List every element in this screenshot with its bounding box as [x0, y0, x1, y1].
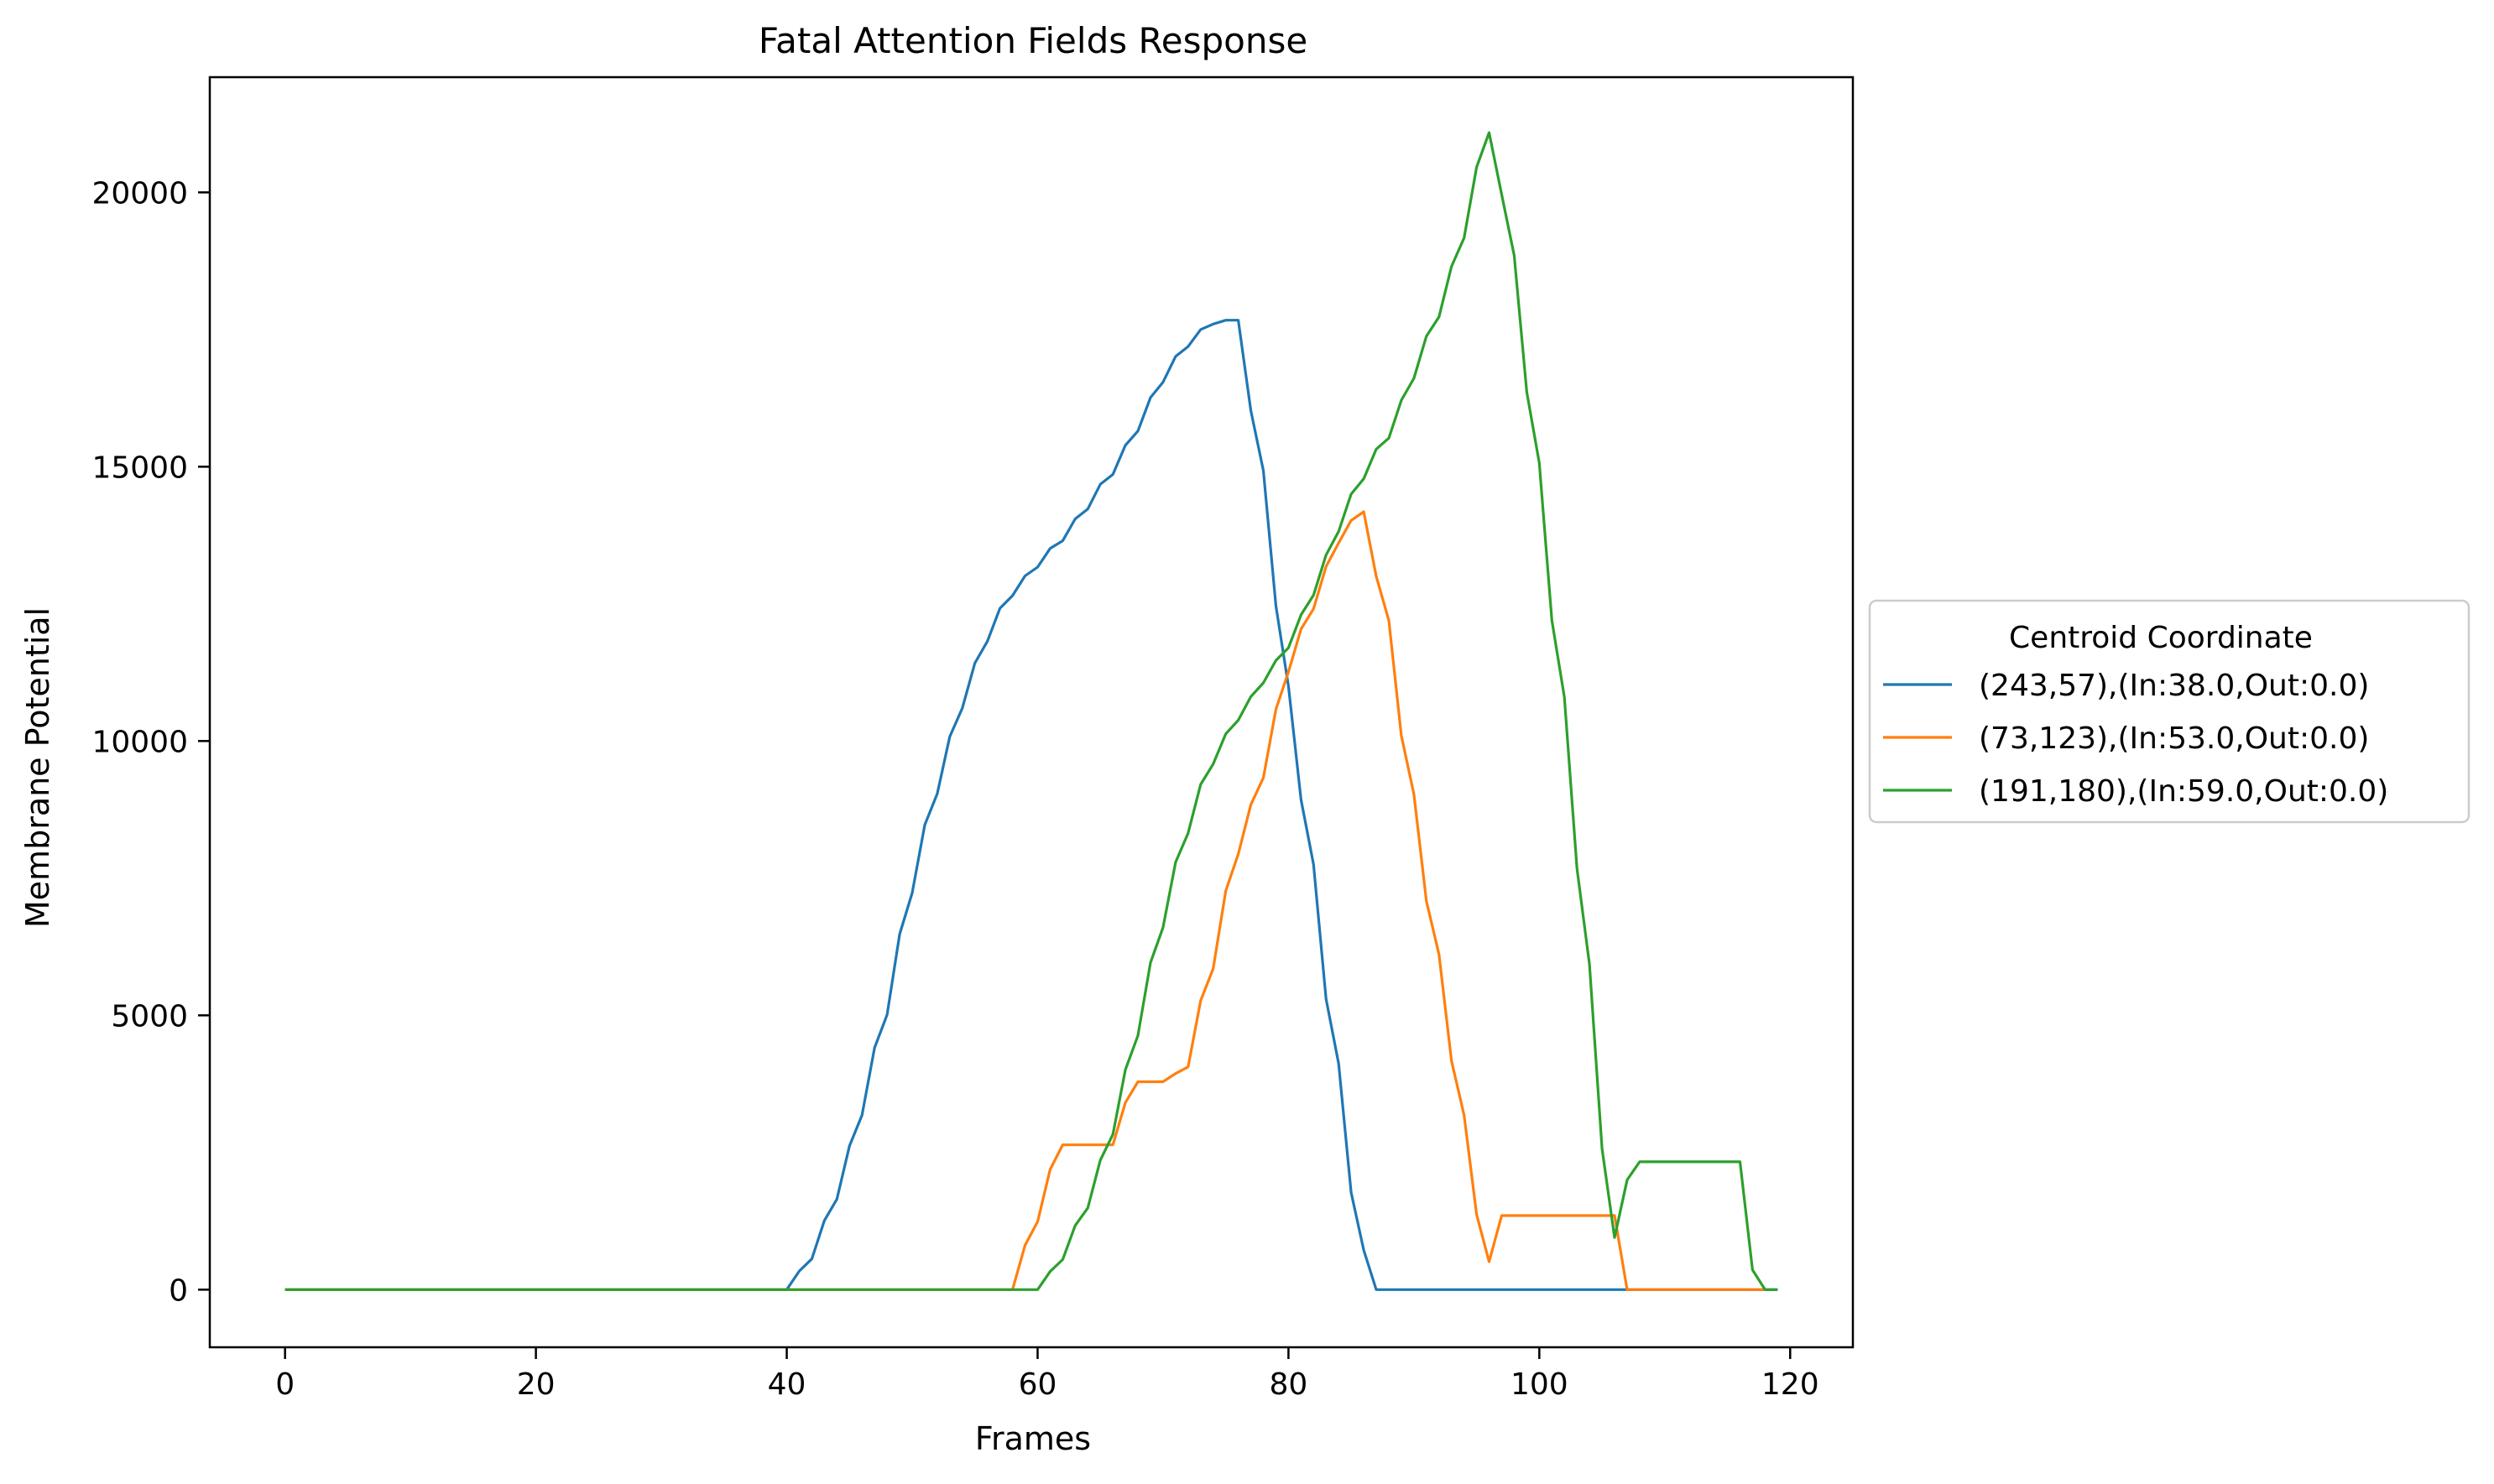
legend-label-3: (191,180),(In:59.0,Out:0.0)	[1979, 774, 2388, 809]
chart-title: Fatal Attention Fields Response	[759, 20, 1307, 61]
y-axis-label: Membrane Potential	[19, 607, 56, 928]
y-tick-label: 0	[169, 1273, 188, 1308]
legend-box	[1868, 599, 2471, 824]
x-tick-label: 40	[768, 1367, 806, 1402]
x-tick-label: 120	[1761, 1367, 1819, 1402]
legend: Centroid Coordinate (243,57),(In:38.0,Out…	[1868, 599, 2471, 824]
x-axis-label: Frames	[975, 1420, 1091, 1457]
x-tick-label: 20	[517, 1367, 556, 1402]
y-tick-label: 20000	[91, 176, 188, 211]
y-tick-label: 10000	[91, 725, 188, 759]
x-tick-label: 80	[1269, 1367, 1307, 1402]
plot-area: 0 20 40 60 80 100 120 0 5000 10000 15000 20000	[91, 76, 1855, 1402]
series-line-3	[284, 131, 1778, 1291]
series-line-1	[284, 319, 1778, 1291]
x-tick-label: 100	[1510, 1367, 1568, 1402]
x-tick-label: 60	[1019, 1367, 1057, 1402]
y-tick-label: 5000	[111, 999, 188, 1034]
y-tick-label: 15000	[91, 450, 188, 485]
legend-label-2: (73,123),(In:53.0,Out:0.0)	[1979, 721, 2369, 756]
axes-frame	[208, 76, 1855, 1349]
legend-label-1: (243,57),(In:38.0,Out:0.0)	[1979, 669, 2369, 703]
x-tick-label: 0	[275, 1367, 295, 1402]
legend-title: Centroid Coordinate	[2009, 621, 2313, 655]
